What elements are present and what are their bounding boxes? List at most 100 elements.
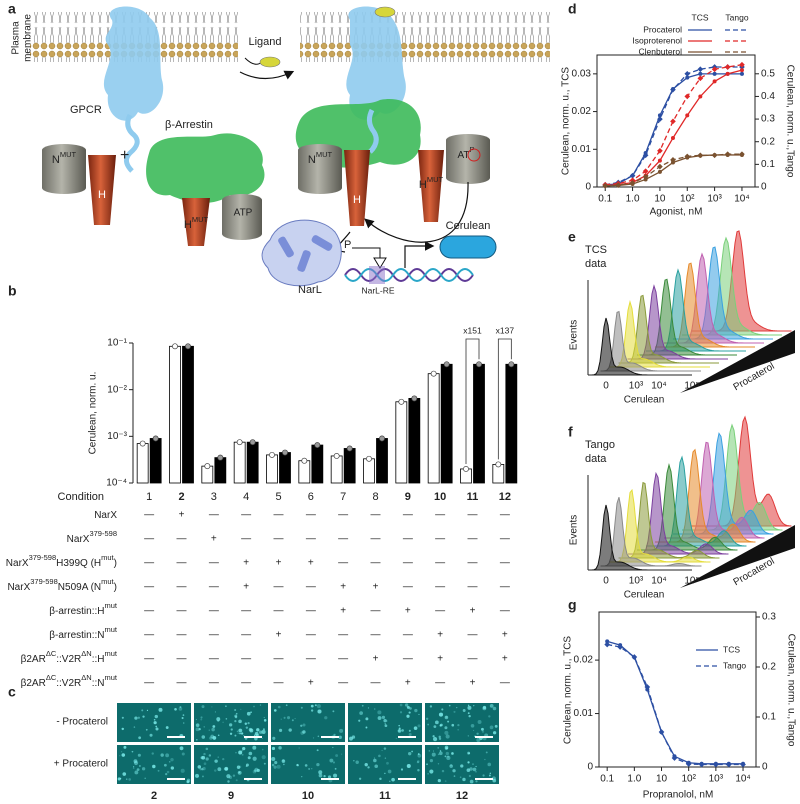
sign: —	[177, 534, 187, 545]
cell-speck	[278, 746, 282, 750]
cell-speck	[208, 729, 211, 731]
cell-speck	[235, 751, 237, 754]
marker	[698, 94, 703, 99]
cell-speck	[238, 771, 241, 774]
cell-speck	[444, 715, 449, 720]
helix	[297, 250, 311, 272]
cell-speck	[441, 708, 444, 711]
cell-speck	[259, 704, 262, 706]
cell-speck	[447, 720, 450, 723]
row-label: NarX379-598	[67, 529, 117, 544]
cell-speck	[174, 707, 177, 711]
axis-label: Condition	[58, 491, 104, 503]
marker	[724, 64, 731, 70]
cell-speck	[399, 711, 403, 714]
axis-label: Cerulean, norm. u., TCS	[563, 636, 574, 745]
label-part: mut	[101, 577, 114, 586]
replicate-dot	[398, 398, 405, 405]
cell-speck	[408, 729, 411, 732]
cell-speck	[141, 767, 146, 771]
label-part: mut	[104, 601, 117, 610]
sign: —	[274, 510, 284, 521]
cell-speck	[126, 778, 128, 780]
cell-speck	[367, 707, 370, 709]
cell-speck	[338, 735, 342, 739]
marker	[684, 153, 691, 160]
cell-speck	[283, 763, 285, 766]
cell-speck	[317, 735, 320, 738]
label-part: N509A (N	[58, 582, 101, 593]
cell-speck	[316, 704, 321, 709]
cell-speck	[444, 730, 449, 735]
cell-speck	[314, 704, 317, 707]
cell-speck	[333, 773, 338, 778]
micrograph	[117, 745, 191, 784]
axis-label: Propranolol, nM	[643, 790, 714, 801]
cell-speck	[457, 724, 460, 727]
cell-speck	[198, 728, 201, 731]
cell-speck	[240, 732, 244, 735]
legend-label: Tango	[723, 660, 746, 670]
sign: —	[241, 606, 251, 617]
axis-label: Events	[569, 320, 580, 351]
cell-speck	[433, 725, 437, 729]
cell-speck	[469, 767, 473, 771]
cell-speck	[136, 768, 140, 772]
cell-speck	[437, 763, 440, 765]
cell-speck	[242, 746, 246, 751]
bracket	[465, 338, 480, 464]
histogram-layer	[609, 300, 710, 368]
cell-speck	[179, 746, 184, 751]
cell-speck	[453, 710, 456, 714]
cell-speck	[200, 716, 203, 719]
cell-speck	[247, 756, 251, 760]
marker	[658, 729, 665, 735]
cell-speck	[122, 772, 127, 776]
cell-speck	[488, 774, 491, 777]
label: H	[353, 194, 361, 206]
cell-speck	[142, 715, 145, 718]
cell-speck	[472, 767, 477, 772]
cell-speck	[427, 723, 430, 726]
panel-label: g	[568, 597, 577, 613]
marker	[725, 71, 730, 76]
cell-speck	[300, 724, 303, 727]
sign: —	[403, 654, 413, 665]
cell-speck	[481, 730, 485, 733]
cell-speck	[475, 771, 477, 773]
label: Ligand	[248, 36, 281, 48]
cell-speck	[237, 732, 240, 734]
marker	[604, 641, 611, 648]
sign: —	[144, 654, 154, 665]
marker	[711, 152, 718, 159]
replicate-dot	[301, 457, 308, 464]
axis-label: Cerulean, norm. u.,Tango	[784, 65, 795, 178]
cell-speck	[223, 768, 225, 770]
sign: —	[274, 654, 284, 665]
sign: —	[403, 582, 413, 593]
cell-speck	[414, 708, 418, 713]
label-part: MUT	[60, 150, 77, 159]
cell-speck	[439, 751, 443, 756]
replicate-dot	[430, 370, 437, 377]
cell-speck	[467, 704, 470, 707]
cell-speck	[332, 710, 335, 713]
arrow	[239, 70, 295, 80]
cell-speck	[201, 735, 206, 739]
label-part: ΔC	[46, 673, 57, 682]
cell-speck	[256, 768, 260, 773]
sign: +	[308, 558, 314, 569]
sign: —	[468, 510, 478, 521]
marker	[644, 684, 651, 690]
y-tick-label: 0.02	[572, 106, 592, 117]
label-part: 379-598	[30, 577, 58, 586]
cell-speck	[195, 718, 198, 721]
sign: —	[468, 534, 478, 545]
cell-speck	[459, 776, 462, 779]
sign: —	[144, 630, 154, 641]
sign: +	[470, 678, 476, 689]
cell-speck	[406, 705, 410, 709]
label: P	[344, 239, 351, 251]
cell-speck	[238, 719, 242, 724]
cell-speck	[302, 723, 306, 727]
